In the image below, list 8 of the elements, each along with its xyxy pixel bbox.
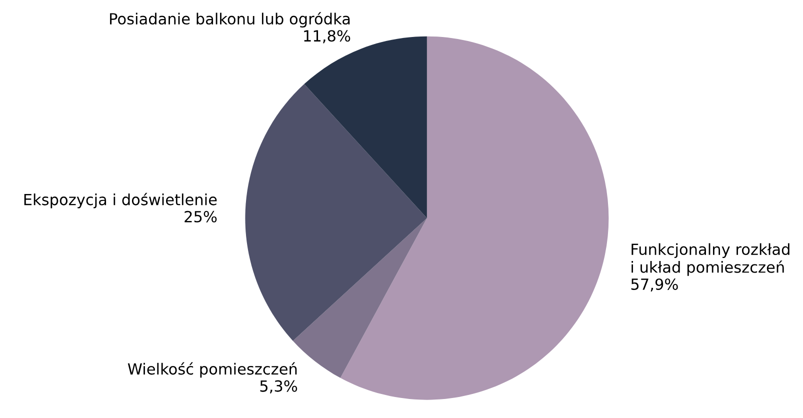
data-label: 11,8%	[304, 30, 350, 44]
slice-label: Wielkość pomieszczeń	[128, 362, 297, 378]
slice-label: Posiadanie balkonu lub ogródka	[110, 12, 350, 28]
data-label: 57,9%	[631, 278, 678, 292]
data-label: 25%	[184, 210, 217, 222]
data-label: 5,3%	[260, 380, 298, 394]
slice-label: Funkcjonalny rozkład i układ pomieszczeń	[632, 243, 790, 276]
slice-label: Ekspozycja i doświetlenie	[24, 192, 217, 208]
